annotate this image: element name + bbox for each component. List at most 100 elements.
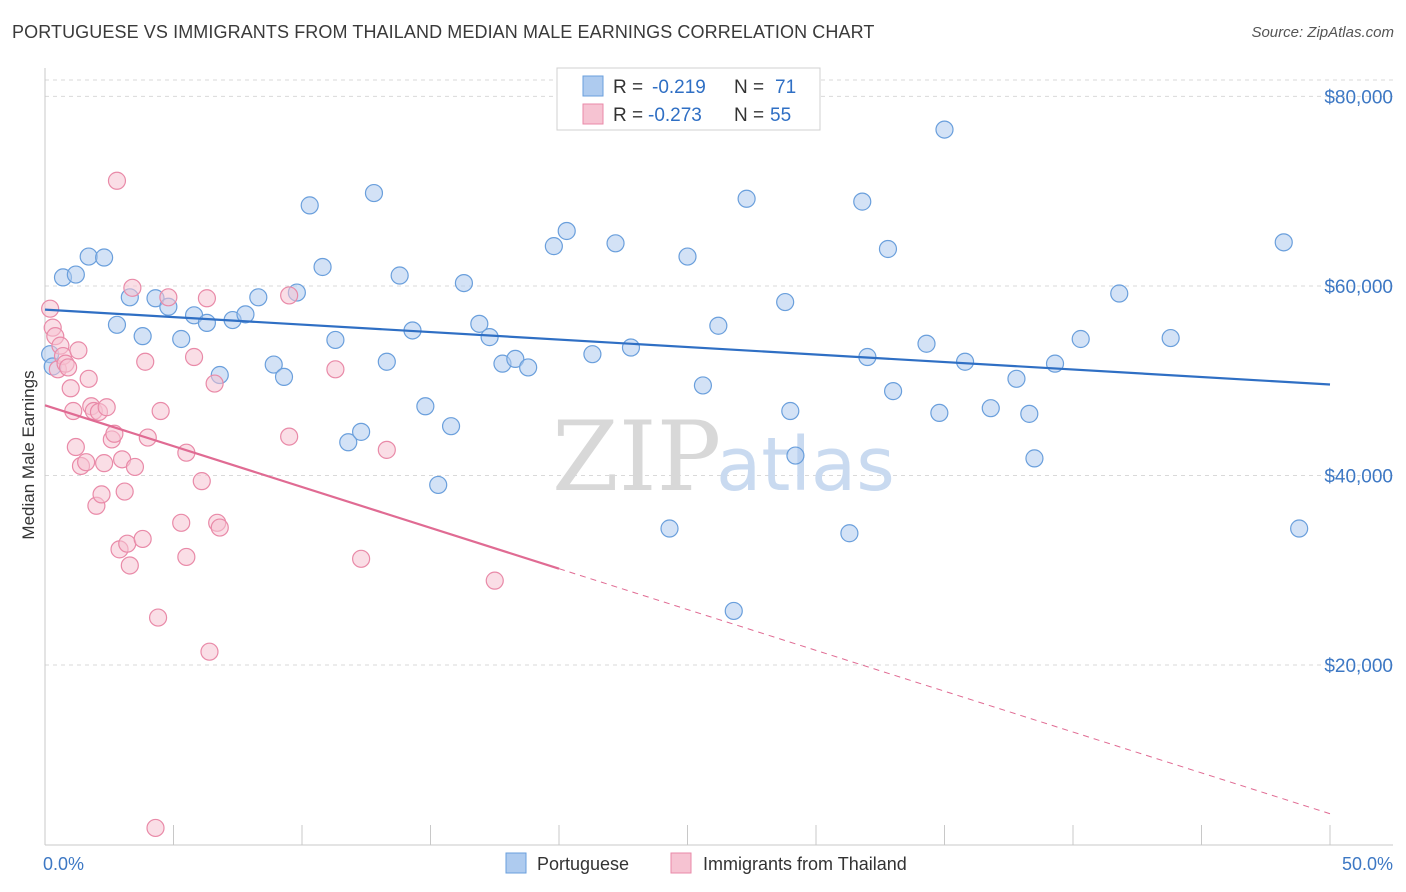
legend-swatch-thailand <box>670 852 692 874</box>
trend-lines <box>44 308 1331 815</box>
portuguese-point-38 <box>519 358 538 377</box>
thailand-point-33 <box>136 352 155 371</box>
portuguese-point-46 <box>693 376 713 395</box>
series-legend: Portuguese Immigrants from Thailand <box>505 852 907 874</box>
thailand-point-20 <box>95 454 114 473</box>
portuguese-point-19 <box>274 367 294 387</box>
stats-r-label-1: R = <box>613 77 643 98</box>
legend-label-portuguese: Portuguese <box>537 854 629 874</box>
watermark: ZIP atlas <box>552 401 895 513</box>
portuguese-point-5 <box>95 248 114 267</box>
y-axis-title: Median Male Earnings <box>19 370 38 539</box>
portuguese-point-43 <box>621 338 641 357</box>
thailand-point-35 <box>146 818 165 838</box>
thailand-point-27 <box>115 482 134 501</box>
trend-line-0 <box>44 308 1331 386</box>
portuguese-point-3 <box>66 265 85 284</box>
thailand-point-44 <box>197 289 217 308</box>
portuguese-point-28 <box>390 266 409 285</box>
stats-legend-swatch-blue <box>582 75 604 97</box>
thailand-point-50 <box>280 286 299 305</box>
portuguese-point-30 <box>416 397 435 416</box>
portuguese-point-71 <box>1290 519 1309 538</box>
thailand-point-51 <box>326 360 345 379</box>
watermark-atlas: atlas <box>716 422 895 508</box>
portuguese-point-65 <box>1025 449 1044 468</box>
x-tick-label-0: 0.0% <box>43 854 84 874</box>
portuguese-point-54 <box>853 192 872 211</box>
portuguese-point-8 <box>133 327 152 346</box>
thailand-point-54 <box>485 571 504 590</box>
thailand-point-11 <box>69 341 88 360</box>
portuguese-point-44 <box>660 519 679 538</box>
portuguese-point-18 <box>264 355 283 374</box>
stats-n-label-1: N = <box>734 77 764 98</box>
stats-n-value-1: 71 <box>775 77 796 98</box>
portuguese-point-37 <box>506 349 525 369</box>
portuguese-point-25 <box>352 422 371 441</box>
thailand-point-14 <box>79 369 98 388</box>
chart-source: Source: ZipAtlas.com <box>1251 24 1394 41</box>
legend-label-thailand: Immigrants from Thailand <box>703 854 907 874</box>
portuguese-point-53 <box>840 524 859 543</box>
portuguese-point-70 <box>1274 233 1293 252</box>
portuguese-point-11 <box>172 329 191 349</box>
portuguese-point-51 <box>781 401 800 421</box>
x-tick-label-1: 50.0% <box>1342 854 1393 874</box>
thailand-point-13 <box>77 453 96 472</box>
portuguese-point-41 <box>583 345 602 364</box>
thailand-point-31 <box>125 457 145 477</box>
portuguese-point-40 <box>557 221 576 241</box>
y-tick-labels: $20,000 $40,000 $60,000 $80,000 <box>1324 87 1393 677</box>
thailand-point-48 <box>210 518 229 537</box>
portuguese-point-34 <box>470 314 489 333</box>
stats-legend: R = -0.219 N = 71 R = -0.273 N = 55 <box>556 67 821 131</box>
portuguese-point-23 <box>326 330 345 350</box>
thailand-point-42 <box>184 347 204 367</box>
portuguese-point-50 <box>776 292 795 312</box>
portuguese-point-56 <box>878 239 898 259</box>
y-tick-label-0: $20,000 <box>1324 656 1393 677</box>
thailand-point-29 <box>120 556 139 575</box>
portuguese-point-32 <box>441 417 461 436</box>
portuguese-point-27 <box>377 352 396 371</box>
legend-swatch-portuguese <box>505 852 527 874</box>
portuguese-point-6 <box>107 315 127 334</box>
stats-n-label-2: N = <box>734 105 764 126</box>
portuguese-point-62 <box>981 399 1000 418</box>
portuguese-point-52 <box>786 446 805 465</box>
portuguese-point-33 <box>454 273 474 293</box>
portuguese-point-39 <box>544 237 563 256</box>
portuguese-point-22 <box>313 257 332 277</box>
thailand-point-46 <box>205 374 224 393</box>
stats-n-value-2: 55 <box>770 105 791 126</box>
portuguese-point-45 <box>678 247 697 266</box>
portuguese-point-17 <box>249 288 268 307</box>
thailand-point-21 <box>97 398 116 417</box>
y-tick-label-3: $80,000 <box>1324 87 1393 108</box>
thailand-point-36 <box>148 608 168 627</box>
thailand-point-32 <box>133 529 152 549</box>
thailand-point-40 <box>177 547 196 567</box>
portuguese-point-49 <box>737 189 756 208</box>
portuguese-point-58 <box>917 334 936 353</box>
portuguese-point-64 <box>1020 404 1039 423</box>
watermark-zip: ZIP <box>552 401 721 513</box>
y-tick-label-2: $60,000 <box>1324 277 1393 298</box>
portuguese-point-24 <box>339 433 358 452</box>
portuguese-point-57 <box>883 382 903 401</box>
thailand-point-53 <box>377 440 396 459</box>
portuguese-point-42 <box>606 234 625 253</box>
thailand-point-10 <box>66 437 85 457</box>
stats-r-value-2: -0.273 <box>648 105 702 126</box>
portuguese-point-47 <box>709 316 728 335</box>
thailand-point-8 <box>61 379 80 398</box>
portuguese-point-26 <box>364 183 384 203</box>
thailand-point-30 <box>123 278 142 297</box>
thailand-point-38 <box>159 288 178 307</box>
stats-r-value-1: -0.219 <box>652 77 706 98</box>
thailand-point-28 <box>118 534 137 553</box>
thailand-point-49 <box>280 427 299 446</box>
portuguese-point-13 <box>197 313 217 332</box>
thailand-point-39 <box>172 513 191 532</box>
